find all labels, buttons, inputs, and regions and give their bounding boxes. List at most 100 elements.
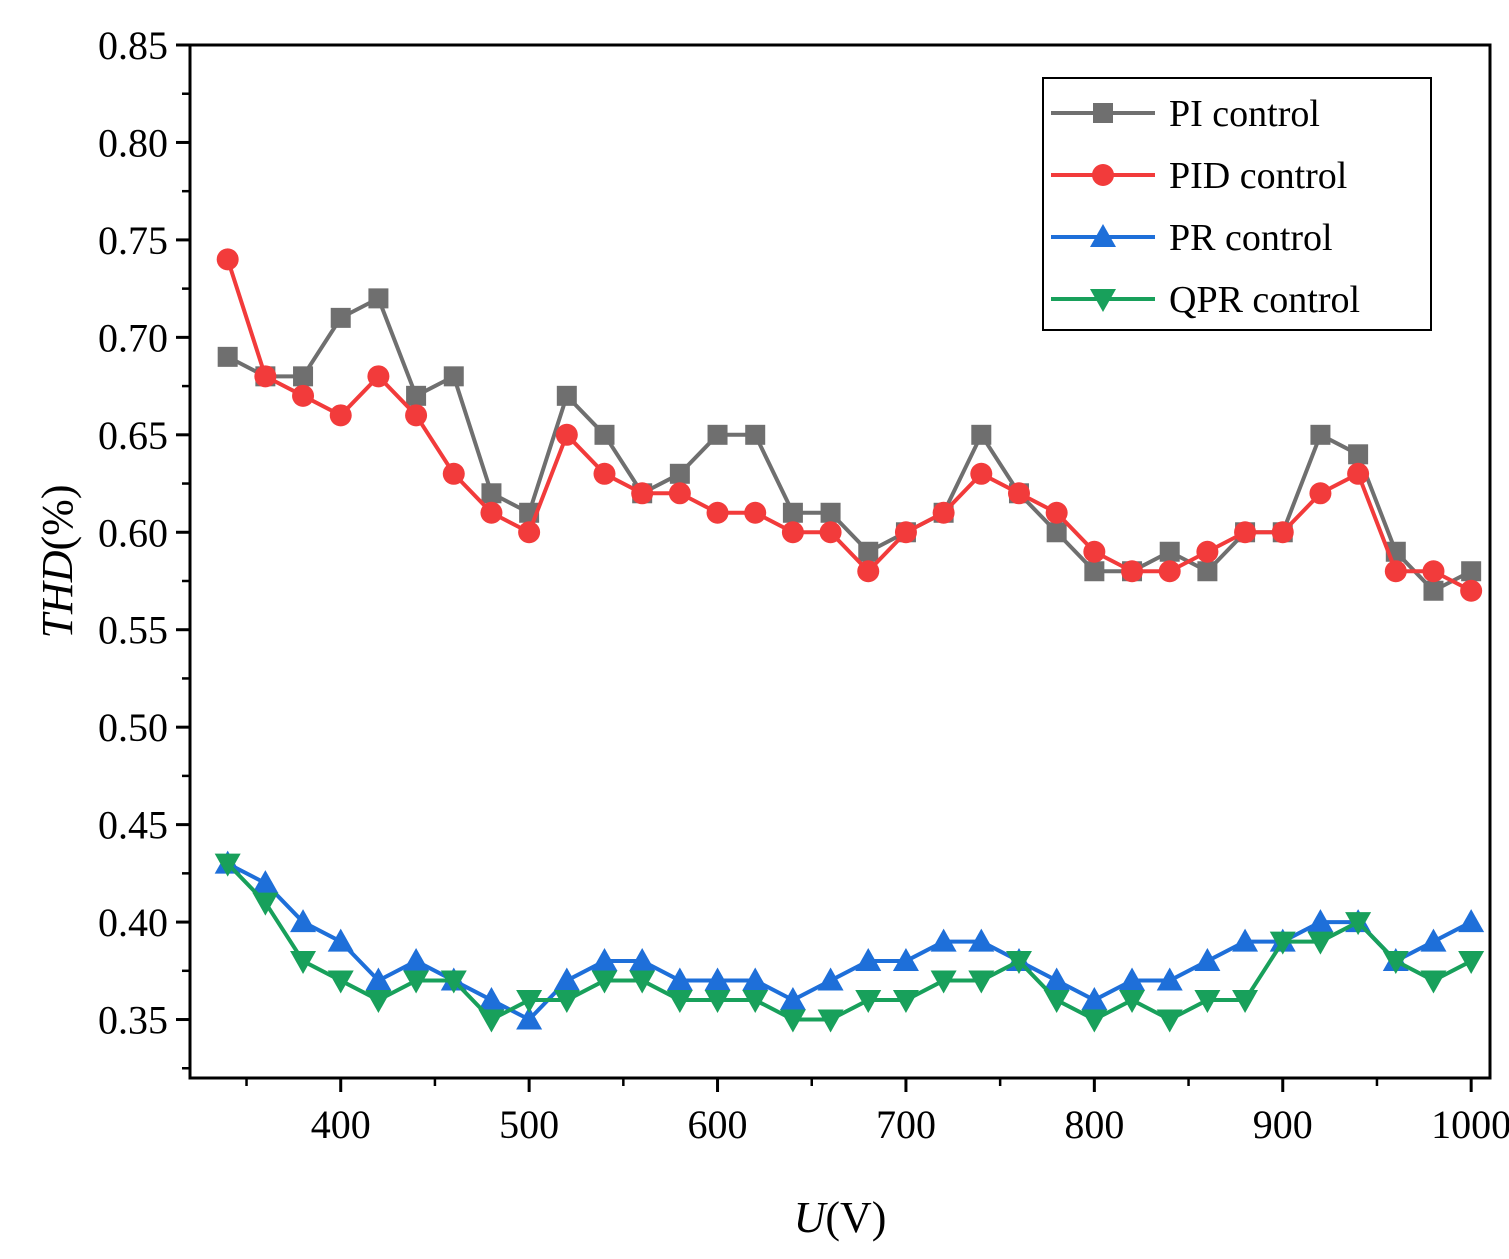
data-point xyxy=(779,987,806,1011)
data-point xyxy=(252,892,279,916)
data-point xyxy=(1269,931,1296,955)
data-point xyxy=(1156,967,1183,991)
data-point xyxy=(442,462,465,485)
x-tick-label: 700 xyxy=(876,1102,936,1147)
data-point xyxy=(1005,951,1032,975)
data-point xyxy=(1307,931,1334,955)
data-point xyxy=(329,404,352,427)
data-point xyxy=(707,424,728,445)
data-point xyxy=(779,1009,806,1033)
data-point xyxy=(292,384,315,407)
data-point xyxy=(553,990,580,1014)
data-point xyxy=(254,365,277,388)
y-tick-label: 0.40 xyxy=(98,900,168,945)
data-point xyxy=(968,970,995,994)
data-point xyxy=(1119,990,1146,1014)
y-tick-label: 0.60 xyxy=(98,510,168,555)
data-point xyxy=(1196,540,1219,563)
data-point xyxy=(1271,521,1294,544)
y-axis-title-unit: (%) xyxy=(33,485,82,551)
data-point xyxy=(855,990,882,1014)
legend-entry: PR control xyxy=(1051,217,1333,259)
data-point xyxy=(742,990,769,1014)
x-tick-label: 1000 xyxy=(1431,1102,1509,1147)
plot-area-frame xyxy=(188,43,1492,1080)
data-point xyxy=(1310,424,1331,445)
legend-marker xyxy=(1092,164,1114,186)
data-point xyxy=(368,288,389,309)
data-point xyxy=(817,967,844,991)
data-point xyxy=(403,970,430,994)
data-point xyxy=(1420,970,1447,994)
data-point xyxy=(894,521,917,544)
data-point xyxy=(327,970,354,994)
legend-entry: QPR control xyxy=(1051,279,1360,321)
data-point xyxy=(1083,540,1106,563)
data-point xyxy=(1232,928,1259,952)
data-point xyxy=(930,928,957,952)
data-point xyxy=(330,307,351,328)
data-point xyxy=(1345,912,1372,936)
data-point xyxy=(1309,482,1332,505)
legend-marker xyxy=(1093,103,1113,123)
data-point xyxy=(1458,951,1485,975)
data-point xyxy=(668,482,691,505)
data-point xyxy=(406,385,427,406)
data-point xyxy=(819,521,842,544)
data-point xyxy=(555,423,578,446)
legend-entry: PID control xyxy=(1051,155,1347,197)
legend-label: PR control xyxy=(1169,217,1333,259)
data-point xyxy=(293,366,314,387)
y-axis-title-italic: THD xyxy=(33,550,82,638)
data-point xyxy=(556,385,577,406)
data-point xyxy=(1234,521,1257,544)
data-point xyxy=(593,462,616,485)
x-axis-title-italic: U xyxy=(794,1193,829,1242)
series-layer xyxy=(214,248,1485,1033)
data-point xyxy=(1422,560,1445,583)
y-tick-label: 0.80 xyxy=(98,120,168,165)
data-point xyxy=(1046,522,1067,543)
legend-label: PID control xyxy=(1169,155,1347,197)
data-point xyxy=(1194,948,1221,972)
y-axis-title: THD(%) xyxy=(33,485,82,639)
data-point xyxy=(594,424,615,445)
data-point xyxy=(1461,561,1482,582)
data-point xyxy=(858,541,879,562)
data-point xyxy=(704,967,731,991)
data-point xyxy=(591,948,618,972)
legend-entry: PI control xyxy=(1051,93,1320,135)
data-point xyxy=(403,948,430,972)
data-point xyxy=(217,346,238,367)
y-tick-label: 0.75 xyxy=(98,218,168,263)
data-point xyxy=(405,404,428,427)
data-point xyxy=(930,970,957,994)
data-point xyxy=(857,560,880,583)
data-point xyxy=(1043,967,1070,991)
tick-labels: 400 500 600 700 800 900 1000 0.35 0.40 0.45 0.50 0.… xyxy=(98,23,1509,1147)
data-point xyxy=(327,928,354,952)
data-point xyxy=(706,501,729,524)
data-point xyxy=(742,967,769,991)
series-pid-control xyxy=(216,248,1483,602)
data-point xyxy=(1119,967,1146,991)
data-point xyxy=(1460,579,1483,602)
data-point xyxy=(591,970,618,994)
data-point xyxy=(440,970,467,994)
legend-entries: PI control PID control PR control QPR contr… xyxy=(1051,93,1360,321)
data-point xyxy=(817,1009,844,1033)
data-point xyxy=(1194,990,1221,1014)
y-tick-label: 0.85 xyxy=(98,23,168,68)
data-point xyxy=(1156,1009,1183,1033)
data-point xyxy=(666,967,693,991)
data-point xyxy=(480,501,503,524)
data-point xyxy=(744,501,767,524)
data-point xyxy=(970,462,993,485)
data-point xyxy=(971,424,992,445)
data-point xyxy=(214,853,241,877)
y-tick-label: 0.45 xyxy=(98,803,168,848)
y-tick-label: 0.50 xyxy=(98,705,168,750)
data-point xyxy=(365,967,392,991)
y-tick-label: 0.35 xyxy=(98,998,168,1043)
legend: PI control PID control PR control QPR contr… xyxy=(1042,77,1432,331)
